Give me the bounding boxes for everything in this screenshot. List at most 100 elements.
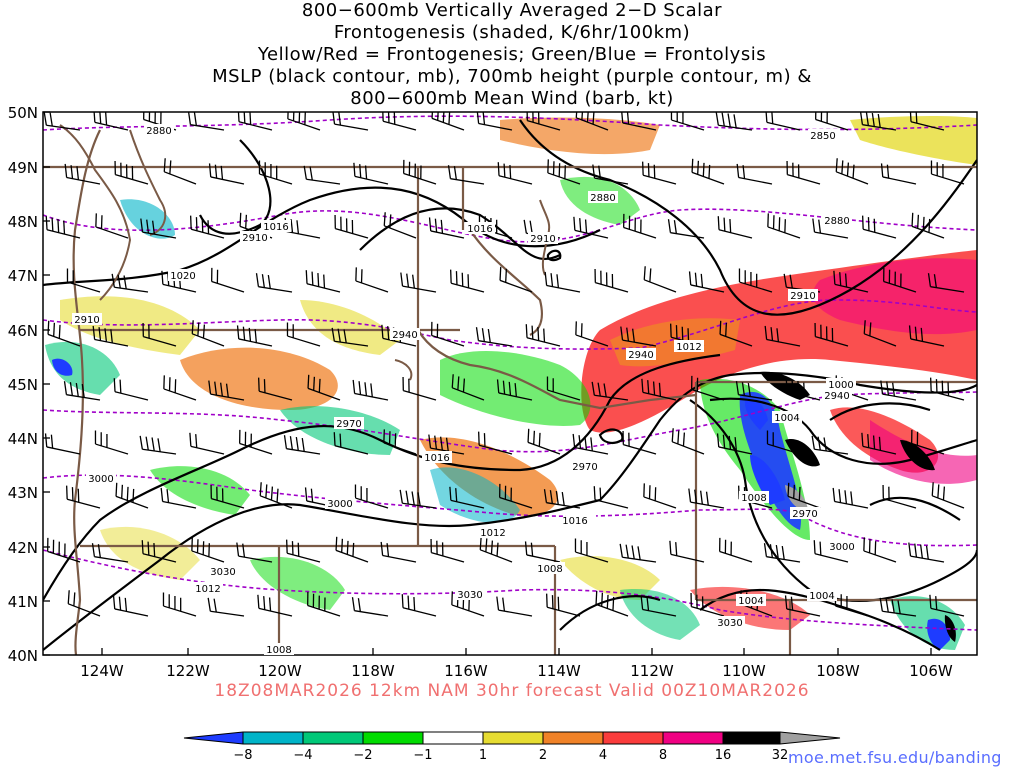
wind-barb (863, 320, 897, 347)
wind-barb (497, 162, 533, 185)
wind-barb (812, 218, 849, 239)
wind-barb (927, 273, 965, 293)
wind-barb (113, 378, 149, 401)
wind-barb (543, 489, 581, 509)
wind-barb (163, 375, 197, 401)
wind-barb (191, 537, 225, 563)
wind-barb (115, 482, 149, 509)
height-contour-label: 3000 (827, 540, 857, 553)
wind-barb (305, 270, 341, 293)
wind-barb (641, 378, 677, 401)
mslp-contour-label: 1000 (826, 378, 856, 391)
wind-barb (333, 432, 369, 455)
wind-barb (719, 537, 753, 563)
title-line-4: MSLP (black contour, mb), 700mb height (… (212, 66, 812, 87)
height-contour-label: 2940 (626, 348, 656, 361)
wind-barb (619, 543, 657, 563)
lon-label: 114W (537, 662, 581, 680)
svg-text:2850: 2850 (810, 131, 835, 142)
mslp-contour-label: 1008 (264, 643, 294, 656)
wind-barb (592, 164, 629, 185)
wind-barb (690, 593, 725, 617)
wind-barb (667, 219, 705, 239)
height-contour-label: 2970 (570, 460, 600, 473)
wind-barb (255, 273, 293, 293)
wind-barb (475, 327, 513, 347)
wind-barb (478, 431, 513, 455)
lon-label: 116W (444, 662, 488, 680)
height-contour-labels: 2880 2910 2880 2910 2850 2880 2910 2940 … (72, 124, 857, 629)
wind-barb (767, 213, 801, 239)
height-contour-label: 2910 (528, 232, 558, 245)
wind-barb (620, 112, 657, 131)
colorbar-label: 4 (599, 748, 607, 763)
wind-barb (573, 216, 609, 239)
wind-barb (688, 271, 725, 293)
svg-text:3000: 3000 (829, 542, 854, 553)
wind-barb (66, 485, 101, 509)
colorbar-segment (184, 732, 243, 744)
lat-label: 42N (8, 539, 38, 557)
wind-barb (307, 591, 341, 617)
colorbar-segment (483, 732, 543, 744)
mslp-contour-label: 1012 (674, 340, 704, 353)
svg-text:2970: 2970 (792, 509, 817, 520)
wind-barb (354, 484, 389, 509)
height-contour-label: 2850 (808, 129, 838, 142)
svg-text:1004: 1004 (809, 591, 834, 602)
wind-barb (880, 163, 917, 185)
wind-barb (63, 381, 101, 401)
svg-text:3030: 3030 (457, 590, 482, 601)
height-contour-label: 2970 (334, 417, 364, 430)
wind-barb (691, 375, 725, 401)
wind-barb (669, 540, 705, 563)
wind-barb (44, 433, 81, 455)
wind-barb (355, 267, 389, 293)
mslp-contour-label: 1012 (193, 582, 223, 595)
wind-barb (883, 267, 917, 293)
wind-barb (763, 543, 801, 563)
lat-label: 44N (8, 430, 38, 448)
wind-barb (929, 594, 965, 617)
wind-barb (450, 269, 485, 293)
lat-label: 41N (8, 593, 38, 611)
colorbar-segment (723, 732, 780, 744)
svg-text:2910: 2910 (74, 315, 99, 326)
wind-barb (879, 597, 917, 617)
wind-barb (114, 161, 149, 185)
wind-barb (431, 321, 465, 347)
mslp-contour-label: 1020 (168, 269, 198, 282)
lat-label: 50N (8, 104, 38, 122)
svg-text:1008: 1008 (266, 645, 291, 656)
wind-barb (833, 270, 869, 293)
svg-text:3000: 3000 (88, 474, 113, 485)
wind-barb (719, 320, 753, 347)
wind-barb (403, 159, 437, 185)
wind-barb (352, 379, 389, 401)
height-contour-label: 3000 (86, 472, 116, 485)
wind-barb (257, 594, 293, 617)
colorbar-label: 16 (715, 748, 732, 763)
wind-barb (524, 541, 561, 563)
wind-barb (237, 112, 273, 131)
lat-label: 43N (8, 484, 38, 502)
wind-barb (861, 432, 897, 455)
wind-barb (911, 212, 945, 239)
wind-barb (382, 112, 417, 131)
latitude-labels: 50N 49N 48N 47N 46N 45N 44N 43N 42N 41N … (8, 104, 38, 665)
wind-barb (191, 320, 225, 347)
wind-barb (835, 158, 869, 185)
wind-barb (66, 268, 101, 293)
wind-barb (140, 218, 177, 239)
wind-barb (307, 374, 341, 401)
wind-barb (882, 485, 917, 509)
colorbar-segment (423, 732, 483, 744)
wind-barb (430, 539, 465, 563)
wind-barb (428, 217, 465, 239)
wind-barb (139, 435, 177, 455)
mslp-contour-labels: 1016 1016 1020 1016 1012 1012 1016 1008 … (168, 220, 856, 656)
wind-barb (785, 378, 821, 401)
wind-barb (717, 216, 753, 239)
wind-barb (189, 432, 225, 455)
wind-barb (211, 267, 245, 293)
